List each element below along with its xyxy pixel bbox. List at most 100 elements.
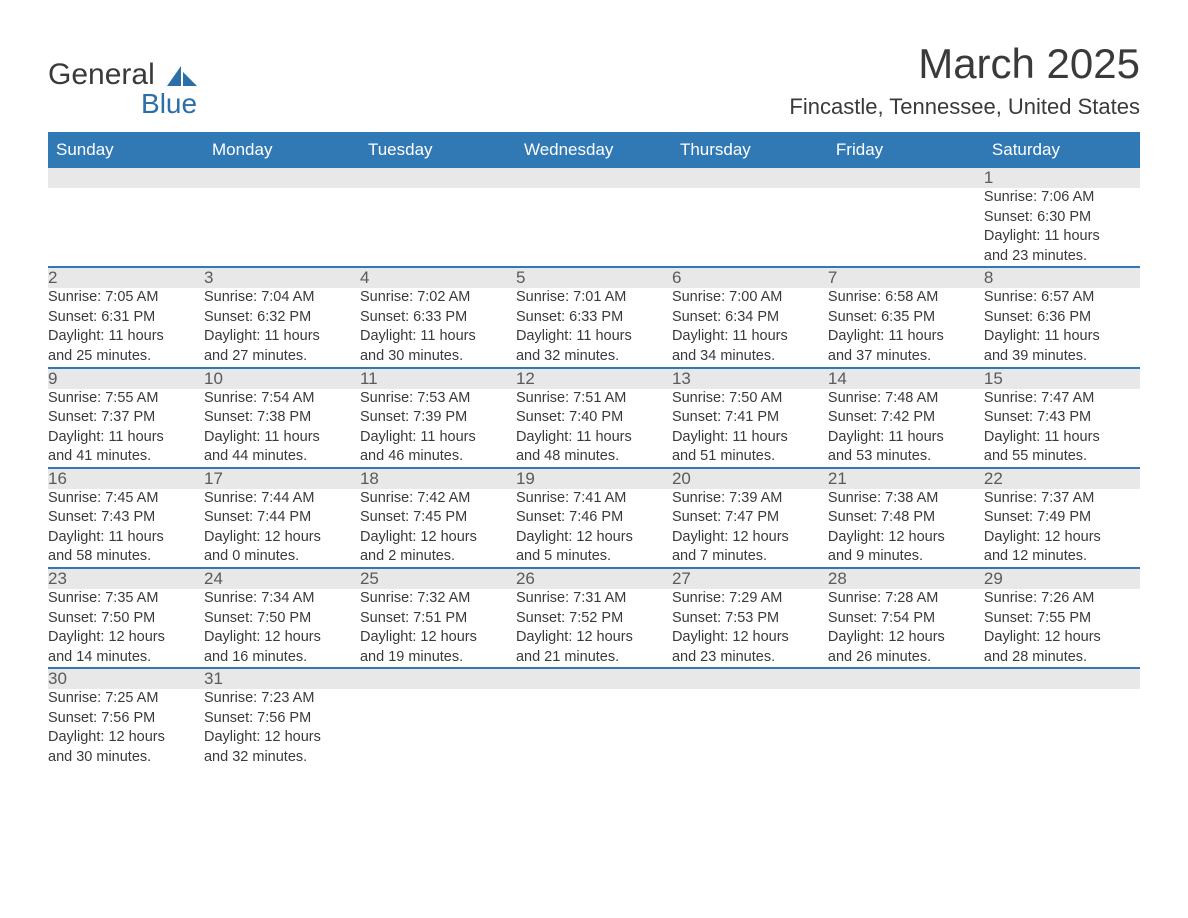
day-sunset: Sunset: 7:43 PM bbox=[984, 408, 1140, 428]
weekday-header: Tuesday bbox=[360, 133, 516, 167]
day-number: 2 bbox=[48, 268, 57, 287]
day-number-cell: 26 bbox=[516, 568, 672, 589]
day-daylight2: and 27 minutes. bbox=[204, 347, 360, 367]
day-number: 14 bbox=[828, 369, 847, 388]
day-sunset: Sunset: 6:34 PM bbox=[672, 308, 828, 328]
day-number-cell: 25 bbox=[360, 568, 516, 589]
day-number-cell: 20 bbox=[672, 468, 828, 489]
day-sunset: Sunset: 7:42 PM bbox=[828, 408, 984, 428]
day-number: 25 bbox=[360, 569, 379, 588]
weekday-header: Saturday bbox=[984, 133, 1140, 167]
day-sunrise: Sunrise: 7:28 AM bbox=[828, 589, 984, 609]
day-daylight1: Daylight: 11 hours bbox=[516, 327, 672, 347]
day-sunset: Sunset: 7:53 PM bbox=[672, 609, 828, 629]
day-number-cell: 16 bbox=[48, 468, 204, 489]
day-sunrise: Sunrise: 7:02 AM bbox=[360, 288, 516, 308]
day-number-cell: 18 bbox=[360, 468, 516, 489]
day-number: 15 bbox=[984, 369, 1003, 388]
day-daylight2: and 32 minutes. bbox=[204, 748, 360, 768]
day-number-cell: 24 bbox=[204, 568, 360, 589]
day-daylight2: and 37 minutes. bbox=[828, 347, 984, 367]
day-detail-cell: Sunrise: 7:04 AMSunset: 6:32 PMDaylight:… bbox=[204, 288, 360, 367]
day-detail-cell: Sunrise: 7:32 AMSunset: 7:51 PMDaylight:… bbox=[360, 589, 516, 668]
day-number: 1 bbox=[984, 168, 993, 187]
day-detail-cell: Sunrise: 7:35 AMSunset: 7:50 PMDaylight:… bbox=[48, 589, 204, 668]
day-detail-cell: Sunrise: 7:37 AMSunset: 7:49 PMDaylight:… bbox=[984, 489, 1140, 568]
day-detail-cell: Sunrise: 7:48 AMSunset: 7:42 PMDaylight:… bbox=[828, 389, 984, 468]
day-daylight2: and 28 minutes. bbox=[984, 648, 1140, 668]
day-detail-cell: Sunrise: 7:25 AMSunset: 7:56 PMDaylight:… bbox=[48, 689, 204, 767]
day-sunset: Sunset: 7:45 PM bbox=[360, 508, 516, 528]
day-daylight1: Daylight: 11 hours bbox=[984, 428, 1140, 448]
day-detail-cell: Sunrise: 7:06 AMSunset: 6:30 PMDaylight:… bbox=[984, 188, 1140, 267]
day-daylight2: and 41 minutes. bbox=[48, 447, 204, 467]
day-detail-cell: Sunrise: 7:50 AMSunset: 7:41 PMDaylight:… bbox=[672, 389, 828, 468]
day-number: 29 bbox=[984, 569, 1003, 588]
day-detail-cell bbox=[828, 188, 984, 267]
day-number-cell bbox=[360, 167, 516, 188]
weekday-header: Monday bbox=[204, 133, 360, 167]
day-daylight2: and 44 minutes. bbox=[204, 447, 360, 467]
day-detail-cell bbox=[48, 188, 204, 267]
day-number: 11 bbox=[360, 369, 378, 388]
day-daylight2: and 19 minutes. bbox=[360, 648, 516, 668]
day-number: 28 bbox=[828, 569, 847, 588]
day-sunset: Sunset: 7:51 PM bbox=[360, 609, 516, 629]
day-daylight2: and 0 minutes. bbox=[204, 547, 360, 567]
day-number-cell: 27 bbox=[672, 568, 828, 589]
day-sunset: Sunset: 6:30 PM bbox=[984, 208, 1140, 228]
day-number: 18 bbox=[360, 469, 379, 488]
month-title: March 2025 bbox=[789, 40, 1140, 88]
day-number-cell: 2 bbox=[48, 267, 204, 288]
day-daylight1: Daylight: 12 hours bbox=[360, 628, 516, 648]
day-detail-cell: Sunrise: 7:41 AMSunset: 7:46 PMDaylight:… bbox=[516, 489, 672, 568]
day-sunset: Sunset: 7:55 PM bbox=[984, 609, 1140, 629]
day-number: 26 bbox=[516, 569, 535, 588]
day-sunset: Sunset: 7:47 PM bbox=[672, 508, 828, 528]
day-detail-cell bbox=[204, 188, 360, 267]
day-number-cell bbox=[204, 167, 360, 188]
day-sunrise: Sunrise: 7:23 AM bbox=[204, 689, 360, 709]
day-daylight2: and 46 minutes. bbox=[360, 447, 516, 467]
day-sunset: Sunset: 7:46 PM bbox=[516, 508, 672, 528]
day-sunset: Sunset: 7:52 PM bbox=[516, 609, 672, 629]
day-sunrise: Sunrise: 7:31 AM bbox=[516, 589, 672, 609]
day-daylight2: and 26 minutes. bbox=[828, 648, 984, 668]
day-sunrise: Sunrise: 7:00 AM bbox=[672, 288, 828, 308]
day-number-cell: 1 bbox=[984, 167, 1140, 188]
day-number: 21 bbox=[828, 469, 847, 488]
day-number-cell: 11 bbox=[360, 368, 516, 389]
day-sunrise: Sunrise: 7:50 AM bbox=[672, 389, 828, 409]
day-daylight2: and 16 minutes. bbox=[204, 648, 360, 668]
day-sunset: Sunset: 7:56 PM bbox=[48, 709, 204, 729]
logo-text-general: General bbox=[48, 58, 155, 91]
day-sunrise: Sunrise: 7:01 AM bbox=[516, 288, 672, 308]
day-detail-cell bbox=[828, 689, 984, 767]
day-daylight2: and 53 minutes. bbox=[828, 447, 984, 467]
day-number-cell: 8 bbox=[984, 267, 1140, 288]
day-sunset: Sunset: 7:56 PM bbox=[204, 709, 360, 729]
day-sunrise: Sunrise: 7:37 AM bbox=[984, 489, 1140, 509]
day-detail-cell bbox=[672, 689, 828, 767]
day-sunrise: Sunrise: 7:47 AM bbox=[984, 389, 1140, 409]
day-number-cell: 28 bbox=[828, 568, 984, 589]
weekday-header: Wednesday bbox=[516, 133, 672, 167]
day-number: 6 bbox=[672, 268, 681, 287]
day-number: 16 bbox=[48, 469, 67, 488]
day-daylight1: Daylight: 12 hours bbox=[828, 628, 984, 648]
day-number-cell: 14 bbox=[828, 368, 984, 389]
day-detail-cell: Sunrise: 7:34 AMSunset: 7:50 PMDaylight:… bbox=[204, 589, 360, 668]
day-daylight2: and 2 minutes. bbox=[360, 547, 516, 567]
weekday-header: Thursday bbox=[672, 133, 828, 167]
day-detail-cell bbox=[360, 188, 516, 267]
day-number: 22 bbox=[984, 469, 1003, 488]
day-detail-cell: Sunrise: 7:23 AMSunset: 7:56 PMDaylight:… bbox=[204, 689, 360, 767]
day-sunset: Sunset: 6:31 PM bbox=[48, 308, 204, 328]
day-detail-cell: Sunrise: 7:55 AMSunset: 7:37 PMDaylight:… bbox=[48, 389, 204, 468]
day-daylight1: Daylight: 12 hours bbox=[984, 628, 1140, 648]
day-daylight2: and 14 minutes. bbox=[48, 648, 204, 668]
day-sunrise: Sunrise: 7:35 AM bbox=[48, 589, 204, 609]
day-number-cell bbox=[360, 668, 516, 689]
day-sunrise: Sunrise: 7:04 AM bbox=[204, 288, 360, 308]
day-detail-cell: Sunrise: 7:47 AMSunset: 7:43 PMDaylight:… bbox=[984, 389, 1140, 468]
